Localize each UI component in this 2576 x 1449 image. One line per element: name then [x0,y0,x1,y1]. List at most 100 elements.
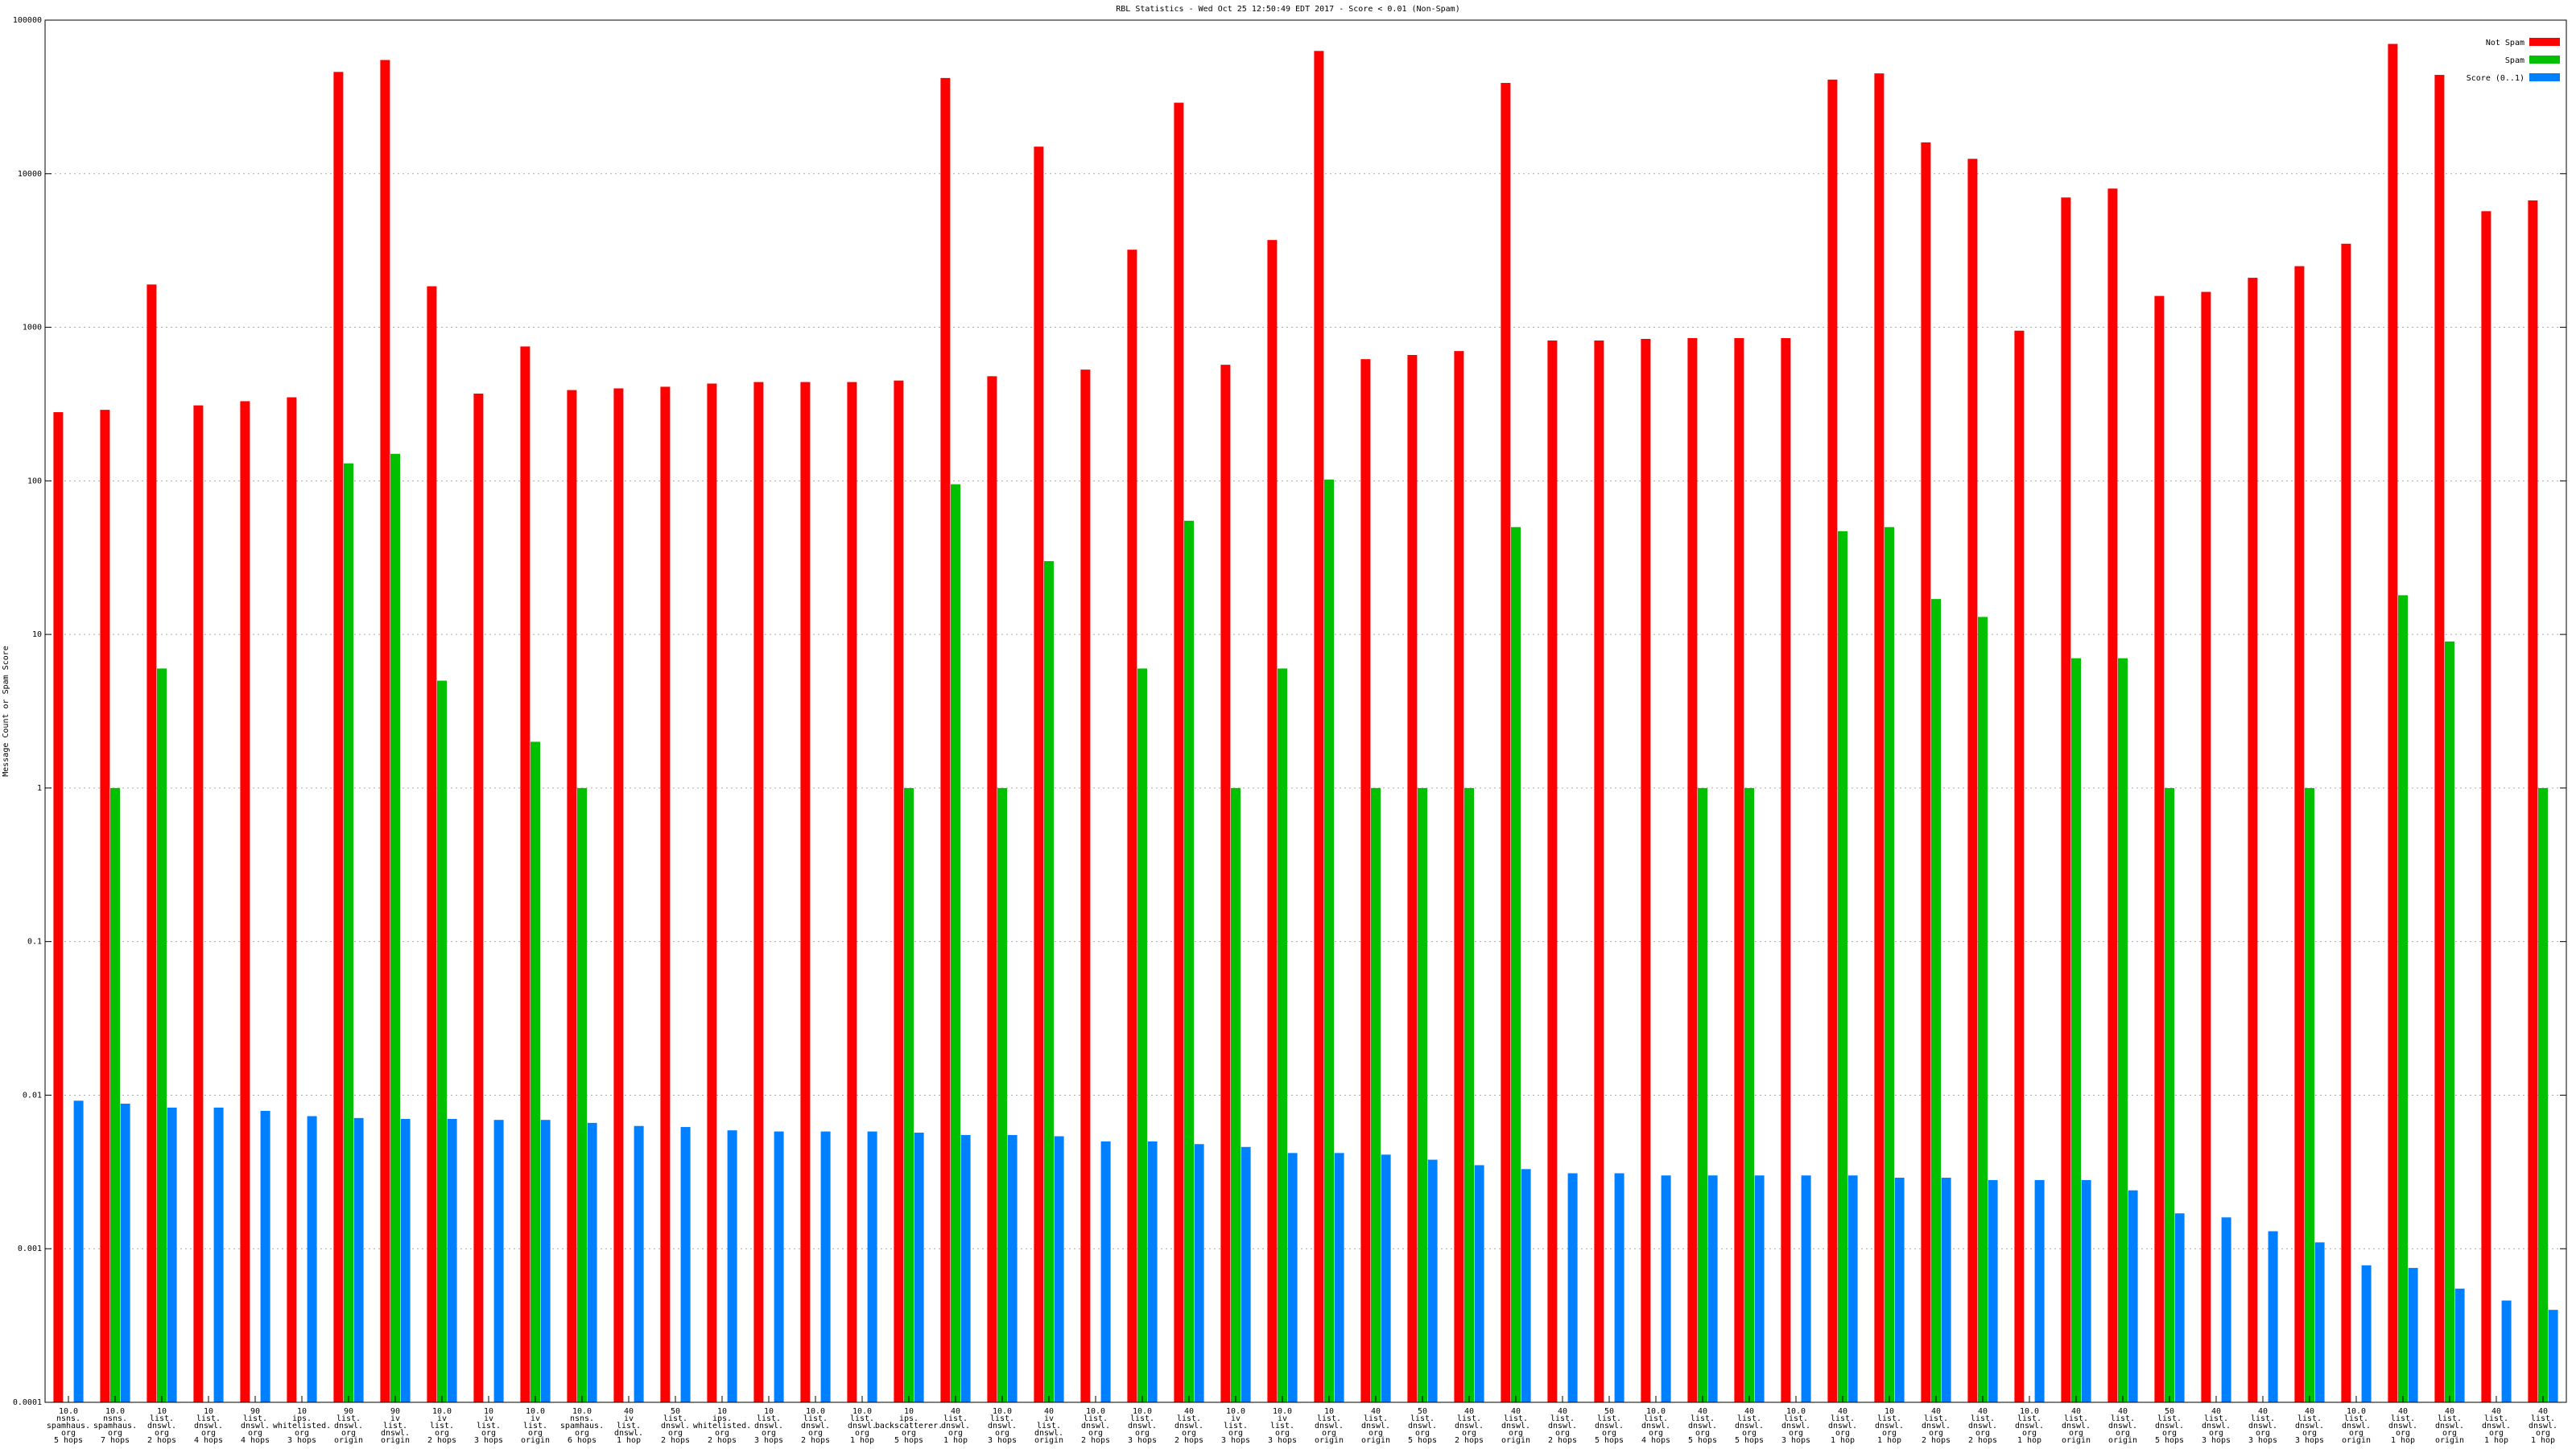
bar-not-spam [1314,51,1324,1402]
bar-not-spam [567,390,577,1403]
y-tick-label: 0.01 [23,1091,42,1100]
bar-score [1194,1144,1204,1402]
bar-score [307,1116,317,1402]
bar-spam [2305,787,2314,1402]
x-tick-label: 10.0 list. dnswl. org 2 hops [801,1407,830,1445]
bar-score [1100,1141,1111,1402]
bar-spam [437,680,447,1402]
x-tick-label: 40 iv list. dnswl. 1 hop [614,1407,643,1445]
bar-spam [530,741,540,1402]
bar-score [1427,1159,1438,1402]
bar-not-spam [2341,243,2351,1402]
x-tick-label: 10.0 iv list. org 3 hops [1268,1407,1297,1445]
bar-not-spam [847,382,857,1402]
x-tick-label: 50 list. dnswl. org 5 hops [1408,1407,1437,1445]
x-tick-label: 10 iv list. org 3 hops [474,1407,503,1445]
bar-not-spam [1641,339,1651,1403]
y-tick-label: 1000 [23,324,42,332]
bar-score [867,1131,877,1402]
bar-not-spam [1594,340,1604,1403]
x-tick-label: 10.0 nsns. spamhaus. org 5 hops [47,1407,90,1445]
legend: Not Spam Spam Score (0..1) [2467,38,2560,83]
bar-spam [1184,520,1194,1402]
bar-not-spam [240,401,250,1403]
bar-not-spam [2248,278,2258,1403]
bar-spam [1044,561,1054,1403]
y-tick-label: 10000 [18,170,42,179]
x-tick-label: 90 list. dnswl. org origin [334,1407,363,1445]
y-tick-label: 0.1 [27,938,42,947]
bar-not-spam [1080,369,1091,1402]
y-ticks: 100000 10000 1000 100 10 1 0.1 0.01 0.001 0.0001 [13,16,2566,1407]
bar-not-spam [333,72,344,1403]
x-tick-label: 10.0 list. dnswl. org 4 hops [1641,1407,1670,1445]
bar-score [2501,1300,2512,1402]
bar-score [2314,1242,2325,1402]
x-tick-label: 40 list. dnswl. org 1 hop [2529,1407,2557,1445]
x-tick-label: 10 list. dnswl. org 2 hops [147,1407,176,1445]
bar-not-spam [1687,338,1698,1402]
bar-spam [1464,787,1474,1402]
x-tick-label: 50 list. dnswl. org 2 hops [661,1407,690,1445]
x-tick-label: 40 list. dnswl. org 3 hops [2202,1407,2231,1445]
y-tick-label: 1 [37,784,42,793]
x-tick-label: 50 list. dnswl. org 5 hops [1595,1407,1624,1445]
bar-score [1754,1175,1765,1402]
bar-not-spam [1034,147,1044,1402]
legend-entry-label: Spam [2505,56,2524,65]
bar-not-spam [427,286,437,1403]
x-tick-label: 40 list. dnswl. org 2 hops [1922,1407,1951,1445]
bar-score [1801,1175,1811,1402]
bar-not-spam [2294,266,2305,1402]
bar-score [167,1107,177,1402]
x-tick-label: 40 list. dnswl. org 2 hops [1455,1407,1484,1445]
bar-spam [1744,787,1754,1402]
y-tick-label: 100000 [13,16,42,25]
bar-score [447,1118,457,1402]
bar-not-spam [473,393,484,1402]
bar-spam [1137,668,1147,1402]
y-tick-label: 100 [27,477,42,485]
bar-not-spam [1267,240,1278,1403]
bar-score [1988,1179,1998,1402]
x-tick-label: 10 list. dnswl. org 4 hops [194,1407,223,1445]
bar-not-spam [1921,142,1931,1403]
x-tick-label: 40 list. dnswl. org 2 hops [1174,1407,1203,1445]
bar-spam [1418,787,1427,1402]
bar-spam [344,463,353,1402]
bar-spam [1978,617,1988,1402]
bar-spam [1931,599,1941,1402]
bar-spam [1278,668,1287,1402]
bar-spam [1324,479,1334,1402]
x-tick-label: 40 list. dnswl. org 1 hop [2388,1407,2417,1445]
bar-spam [997,787,1007,1402]
bar-not-spam [2528,200,2538,1402]
bar-not-spam [1127,250,1137,1402]
bar-score [1847,1175,1858,1402]
bar-spam [2538,787,2548,1402]
bar-spam [1371,787,1381,1402]
bar-not-spam [2061,197,2071,1403]
bar-not-spam [2388,43,2398,1402]
x-tick-label: 10.0 nsns. spamhaus. org 7 hops [93,1407,137,1445]
bar-score [587,1122,597,1402]
x-tick-label: 40 list. dnswl. org 1 hop [941,1407,970,1445]
bar-spam [2398,595,2408,1402]
bar-not-spam [2107,188,2118,1402]
bar-not-spam [53,412,64,1402]
bar-score [1054,1136,1064,1402]
bar-not-spam [147,284,157,1403]
bar-spam [110,787,120,1402]
bar-not-spam [2154,295,2165,1402]
plot-frame [44,19,2567,1403]
x-tick-label: 10 ips. whitelisted. org 2 hops [693,1407,751,1445]
bar-not-spam [2201,291,2211,1402]
bar-score [1567,1173,1578,1402]
bar-score [960,1134,971,1402]
bar-not-spam [1407,354,1418,1403]
x-tick-label: 10 list. dnswl. org 3 hops [754,1407,783,1445]
legend-swatch [2529,56,2560,64]
bar-score [1474,1165,1484,1402]
